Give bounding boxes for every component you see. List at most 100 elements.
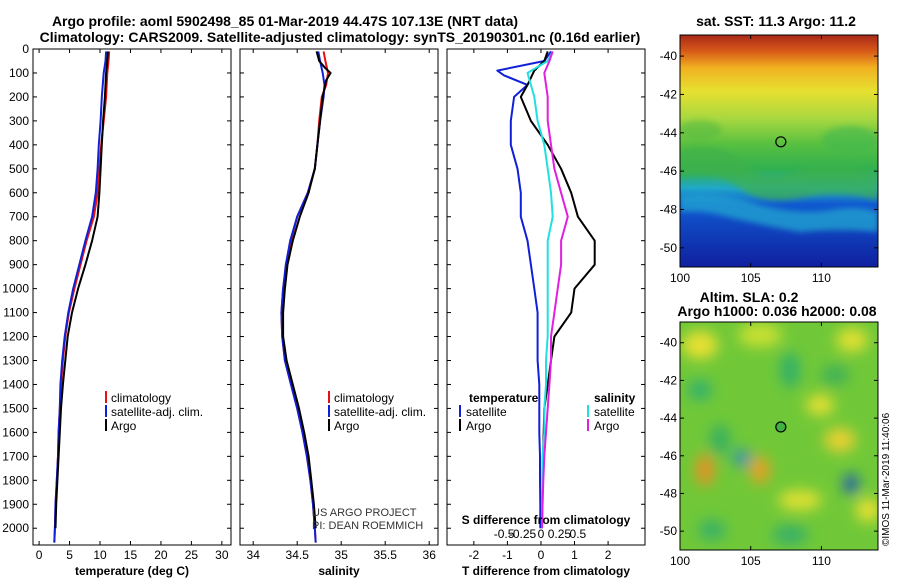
series-line-salinity-argo [541, 51, 569, 529]
map-y-tick-label: -42 [660, 87, 678, 101]
series-line-climatology [280, 51, 329, 543]
legend-label-satellite: satellite-adj. clim. [111, 405, 203, 419]
x-tick-label: 20 [154, 548, 168, 562]
x-tick-label: 5 [66, 548, 73, 562]
x-tick-label: 34 [247, 548, 261, 562]
map-y-tick-label: -40 [660, 49, 678, 63]
map-y-tick-label: -46 [660, 449, 678, 463]
legend-label-argo: Argo [334, 419, 360, 433]
depth-tick-label: 1300 [2, 353, 29, 367]
map-y-tick-label: -48 [660, 486, 678, 500]
x-axis-label: T difference from climatology [462, 564, 630, 578]
map-y-tick-label: -42 [660, 373, 678, 387]
argo-position-marker [775, 136, 787, 148]
map-y-tick-label: -44 [660, 126, 678, 140]
series-line-salinity-satellite [526, 50, 554, 529]
legend-label-climatology: climatology [334, 391, 394, 405]
x-tick-label: -2 [469, 548, 480, 562]
x-tick-label: 0 [538, 548, 545, 562]
series-line-argo [54, 51, 109, 529]
map-x-tick-label: 105 [741, 271, 761, 285]
x-tick-label: 35 [335, 548, 349, 562]
x-tick-label: 0 [36, 548, 43, 562]
x-tick-label: 10 [93, 548, 107, 562]
legend-label-t-satellite: satellite [466, 405, 507, 419]
depth-axis: 0 100 200 300 400 500 600 700 800 900 1000 1100 1200… [2, 42, 645, 535]
s-tick-label: 0.25 [548, 527, 572, 541]
series-line-temperature-satellite [496, 50, 552, 529]
depth-tick-label: 300 [9, 114, 29, 128]
legend-label-s-satellite: satellite [594, 405, 635, 419]
series-line-argo [282, 51, 332, 529]
x-axis-label: salinity [318, 564, 360, 578]
depth-tick-label: 1100 [3, 306, 29, 320]
x-tick-label: 36 [423, 548, 437, 562]
x-tick-label: 15 [124, 548, 138, 562]
map-y-tick-label: -50 [660, 524, 678, 538]
map-y-tick-label: -40 [660, 336, 678, 350]
legend-label-satellite: satellite-adj. clim. [334, 405, 426, 419]
map-y-tick-label: -50 [660, 241, 678, 255]
sla-map: Altim. SLA: 0.2 Argo h1000: 0.036 h2000:… [660, 289, 879, 568]
map-y-tick-label: -46 [660, 164, 678, 178]
depth-tick-label: 1000 [2, 282, 29, 296]
s-tick-label: -0.25 [509, 527, 537, 541]
x-tick-label: 1 [571, 548, 578, 562]
depth-tick-label: 1400 [2, 377, 29, 391]
s-tick-label: 0.5 [570, 527, 587, 541]
sst-map-frame [679, 34, 879, 268]
profile-lines [53, 50, 596, 543]
legend-salinity: climatology satellite-adj. clim. Argo US… [312, 391, 426, 532]
title-line-2: Climatology: CARS2009. Satellite-adjuste… [40, 29, 641, 45]
panel-difference-frame [446, 48, 646, 546]
depth-tick-label: 1700 [2, 449, 29, 463]
sla-map-axes: -40 -42 -44 -46 -48 -50 100 105 110 [660, 322, 878, 568]
depth-tick-label: 2000 [2, 521, 29, 535]
legend-title-salinity: salinity [594, 391, 636, 405]
sla-map-title-2: Argo h1000: 0.036 h2000: 0.08 [677, 303, 876, 319]
sst-map-title: sat. SST: 11.3 Argo: 11.2 [696, 13, 856, 29]
legend-label-t-argo: Argo [466, 419, 492, 433]
depth-tick-label: 700 [9, 210, 29, 224]
panel-salinity-frame [239, 48, 439, 546]
depth-tick-label: 1900 [2, 497, 29, 511]
depth-tick-label: 600 [9, 186, 29, 200]
depth-tick-label: 400 [9, 138, 29, 152]
series-line-satellite-adj-clim- [53, 51, 108, 543]
depth-tick-label: 1600 [2, 425, 29, 439]
map-x-tick-label: 110 [812, 554, 831, 568]
depth-tick-label: 900 [9, 258, 29, 272]
sst-map: sat. SST: 11.3 Argo: 11.2 -40 -42 -44 -46 -4… [660, 13, 879, 285]
x-tick-label: -1 [502, 548, 513, 562]
depth-tick-label: 1200 [2, 330, 29, 344]
s-tick-label: 0 [538, 527, 545, 541]
x-axis-label: temperature (deg C) [75, 564, 189, 578]
credit-project: US ARGO PROJECT [312, 507, 417, 519]
depth-tick-label: 0 [22, 42, 29, 56]
map-x-tick-label: 100 [670, 554, 690, 568]
legend-temperature: climatology satellite-adj. clim. Argo [105, 391, 203, 433]
map-y-tick-label: -48 [660, 202, 678, 216]
legend-label-s-argo: Argo [594, 419, 620, 433]
argo-position-marker-sla [775, 421, 787, 433]
x-tick-label: 25 [185, 548, 199, 562]
depth-tick-label: 800 [9, 234, 29, 248]
legend-label-argo: Argo [111, 419, 137, 433]
watermark: ©IMOS 11-Mar-2019 11:40:06 [881, 412, 892, 546]
map-x-tick-label: 105 [741, 554, 761, 568]
credit-pi: PI: DEAN ROEMMICH [312, 520, 423, 532]
x-tick-label: 34.5 [286, 548, 310, 562]
depth-tick-label: 1800 [2, 473, 29, 487]
title-line-1: Argo profile: aoml 5902498_85 01-Mar-201… [52, 13, 518, 29]
legend-label-climatology: climatology [111, 391, 171, 405]
sla-map-frame [679, 321, 879, 551]
depth-tick-label: 100 [9, 66, 29, 80]
sla-map-title-1: Altim. SLA: 0.2 [700, 289, 799, 305]
depth-tick-label: 200 [9, 90, 29, 104]
map-y-tick-label: -44 [660, 411, 678, 425]
map-x-tick-label: 100 [670, 271, 690, 285]
panel-temperature-frame [32, 48, 232, 546]
s-tick-label: -0.5 [494, 527, 515, 541]
